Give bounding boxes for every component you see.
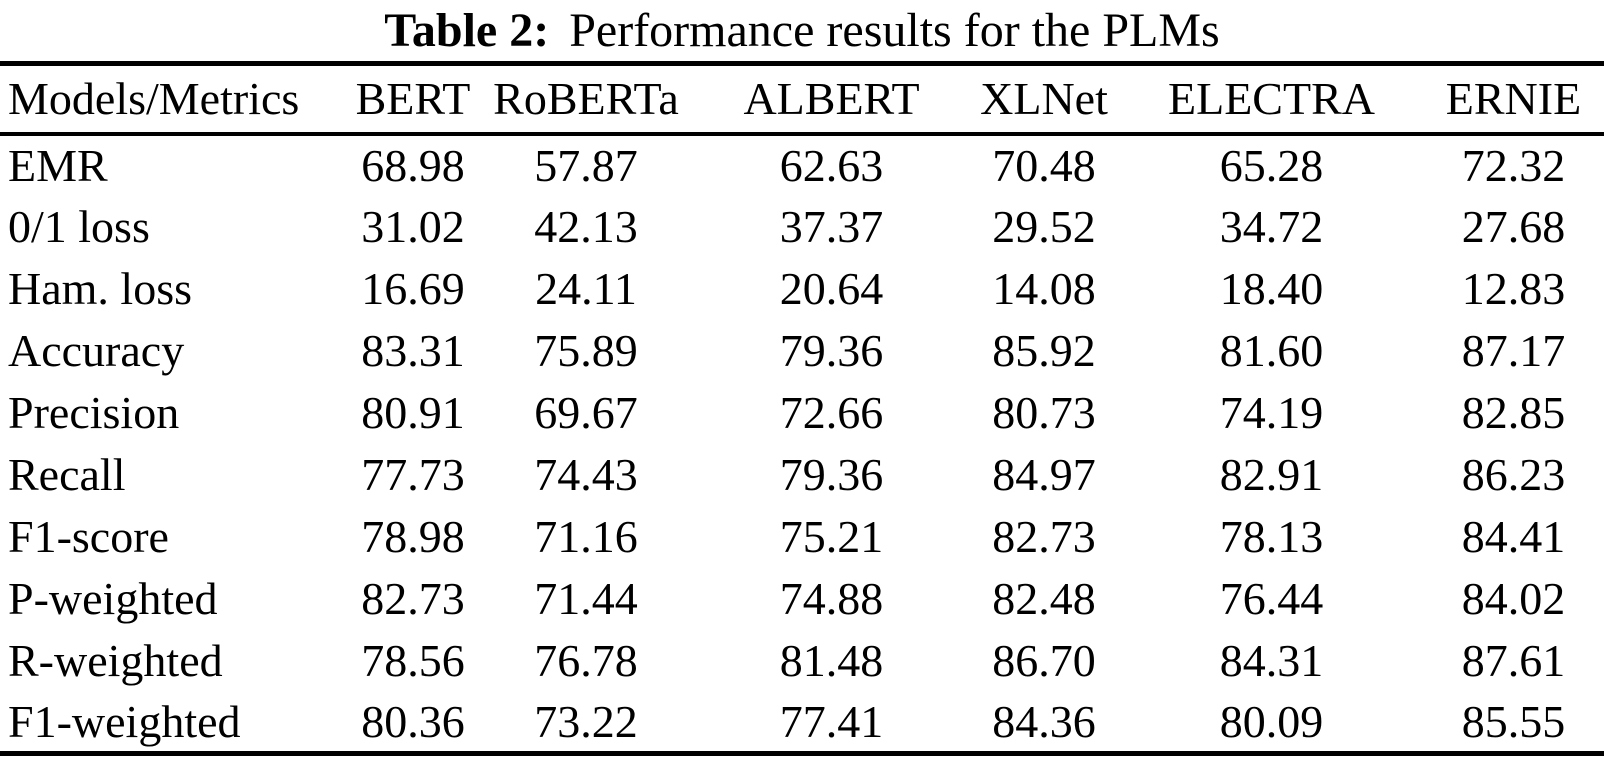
metric-value: 82.85 [1461,387,1566,438]
metric-value: 27.68 [1461,201,1566,252]
metric-value: 74.19 [1219,387,1324,438]
metric-value: 29.52 [992,201,1096,252]
column-header: ELECTRA [1120,63,1423,136]
table-row: Recall 77.73 74.43 79.36 84.97 82.91 86.23 [0,444,1604,506]
metric-value: 34.72 [1219,201,1324,252]
metric-value: 74.88 [779,573,884,624]
table-row: Precision 80.91 69.67 72.66 80.73 74.19 82.85 [0,382,1604,444]
metric-value: 86.23 [1461,449,1566,500]
metric-value: 80.91 [361,387,465,438]
metric-value: 79.36 [779,325,884,376]
metric-value: 80.73 [992,387,1096,438]
metric-value: 86.70 [992,635,1096,686]
metric-value: 84.97 [992,449,1096,500]
metric-value: 42.13 [534,201,638,252]
metric-value: 37.37 [779,201,884,252]
metric-value: 24.11 [535,263,637,314]
metric-label: EMR [8,140,108,191]
metric-value: 75.21 [779,511,884,562]
metric-value: 65.28 [1219,140,1324,191]
table-row: Ham. loss 16.69 24.11 20.64 14.08 18.40 12.83 [0,258,1604,320]
metric-value: 81.60 [1219,325,1324,376]
metric-value: 69.67 [534,387,638,438]
table-row: F1-score 78.98 71.16 75.21 82.73 78.13 84.41 [0,506,1604,568]
metric-value: 75.89 [534,325,638,376]
metric-value: 12.83 [1461,263,1566,314]
table-caption-label: Table 2: [384,4,550,57]
metric-value: 71.44 [534,573,638,624]
metric-value: 82.73 [992,511,1096,562]
table-caption-text: Performance results for the PLMs [569,4,1220,57]
column-header: XLNet [968,63,1120,136]
metric-value: 18.40 [1219,263,1324,314]
metric-value: 87.61 [1461,635,1566,686]
metric-value: 84.31 [1219,635,1324,686]
column-header: ALBERT [695,63,968,136]
metric-label: P-weighted [8,573,218,624]
header-row: Models/Metrics BERT RoBERTa ALBERT XLNet ELEC… [0,63,1604,136]
metric-value: 84.41 [1461,511,1566,562]
metric-value: 57.87 [534,140,638,191]
column-header: ERNIE [1423,63,1604,136]
table-caption: Table 2: Performance results for the PLM… [0,0,1604,61]
table-row: P-weighted 82.73 71.44 74.88 82.48 76.44 84.02 [0,568,1604,630]
metric-value: 73.22 [534,695,638,747]
corner-header: Models/Metrics [0,63,349,136]
performance-results-table: Models/Metrics BERT RoBERTa ALBERT XLNet ELEC… [0,61,1604,756]
metric-value: 80.09 [1219,695,1324,747]
metric-value: 84.36 [992,695,1096,747]
table-row: 0/1 loss 31.02 42.13 37.37 29.52 34.72 27.68 [0,196,1604,258]
table-row: F1-weighted 80.36 73.22 77.41 84.36 80.09 85.5… [0,692,1604,754]
metric-label: Recall [8,449,126,500]
metric-label: 0/1 loss [8,201,150,252]
metric-label: R-weighted [8,635,223,686]
metric-value: 78.98 [361,511,465,562]
column-header: BERT [349,63,477,136]
metric-label: Precision [8,387,180,438]
metric-label: F1-weighted [8,695,241,747]
metric-value: 72.66 [779,387,884,438]
metric-value: 31.02 [361,201,465,252]
column-header: RoBERTa [477,63,695,136]
metric-value: 82.91 [1219,449,1324,500]
metric-value: 77.73 [361,449,465,500]
metric-label: Accuracy [8,325,185,376]
metric-value: 70.48 [992,140,1096,191]
metric-value: 82.48 [992,573,1096,624]
metric-value: 79.36 [779,449,884,500]
metric-value: 80.36 [361,695,465,747]
metric-value: 16.69 [361,263,465,314]
metric-value: 71.16 [534,511,638,562]
metric-label: Ham. loss [8,263,192,314]
metric-value: 14.08 [992,263,1096,314]
metric-value: 78.13 [1219,511,1324,562]
metric-value: 68.98 [361,140,465,191]
table-row: R-weighted 78.56 76.78 81.48 86.70 84.31 87.61 [0,630,1604,692]
metric-value: 81.48 [779,635,884,686]
metric-label: F1-score [8,511,169,562]
metric-value: 85.92 [992,325,1096,376]
metric-value: 20.64 [779,263,884,314]
metric-value: 84.02 [1461,573,1566,624]
metric-value: 85.55 [1461,695,1566,747]
metric-value: 77.41 [779,695,884,747]
table-row: EMR 68.98 57.87 62.63 70.48 65.28 72.32 [0,134,1604,196]
metric-value: 62.63 [779,140,884,191]
metric-value: 83.31 [361,325,465,376]
table-body: EMR 68.98 57.87 62.63 70.48 65.28 72.32 0/1 los… [0,134,1604,754]
metric-value: 74.43 [534,449,638,500]
metric-value: 82.73 [361,573,465,624]
metric-value: 72.32 [1461,140,1566,191]
metric-value: 78.56 [361,635,465,686]
metric-value: 76.78 [534,635,638,686]
metric-value: 76.44 [1219,573,1324,624]
table-row: Accuracy 83.31 75.89 79.36 85.92 81.60 87.17 [0,320,1604,382]
metric-value: 87.17 [1461,325,1566,376]
